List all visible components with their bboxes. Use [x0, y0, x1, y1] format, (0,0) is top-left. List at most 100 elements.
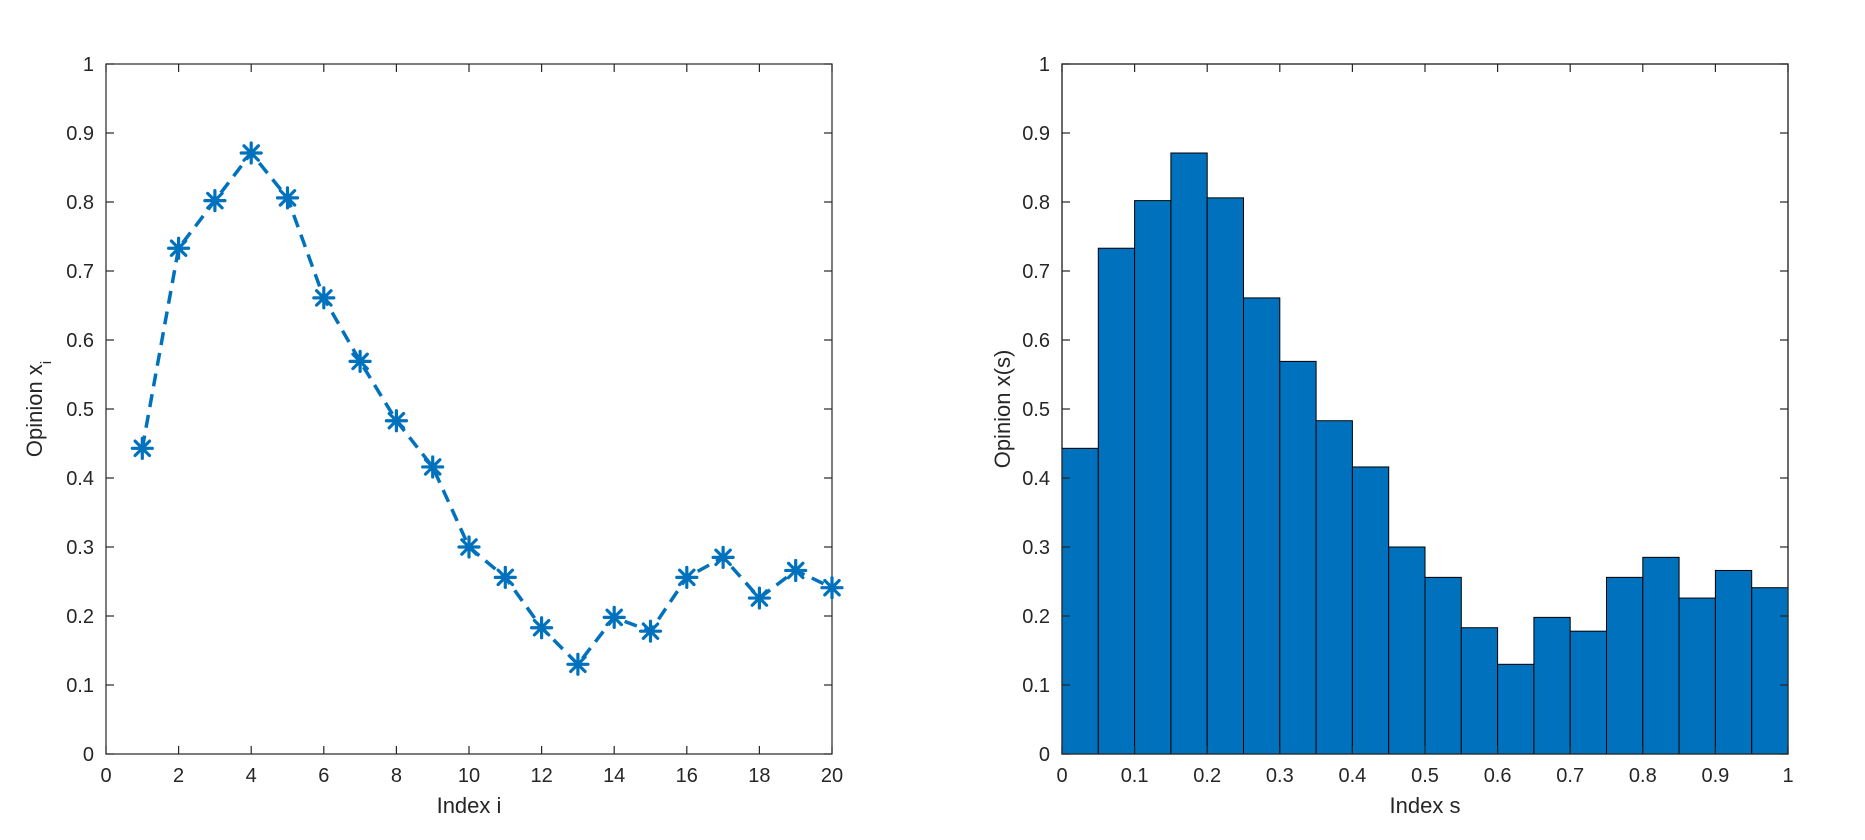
- left-data-point: [566, 652, 590, 676]
- right-bar: [1714, 569, 1753, 755]
- asterisk-marker: [820, 576, 844, 600]
- left-y-axis-label: Opinion xi: [22, 361, 55, 457]
- left-axes-box: [105, 63, 833, 755]
- right-y-tick-label: 0.3: [1022, 537, 1050, 559]
- left-data-point: [530, 616, 554, 640]
- left-y-tick-label: 1: [83, 54, 94, 76]
- right-y-tick-label: 0.8: [1022, 192, 1050, 214]
- asterisk-marker: [530, 616, 554, 640]
- left-x-tick-label: 6: [318, 765, 329, 787]
- left-x-tick-labels: 0 2 4 6 8 10 12 14 16 18 20: [100, 765, 843, 787]
- left-x-tick-label: 12: [530, 765, 552, 787]
- right-bar: [1170, 152, 1208, 755]
- right-y-tick-label: 0.1: [1022, 675, 1050, 697]
- right-x-tick-labels: 0 0.1 0.2 0.3 0.4 0.5 0.6 0.7 0.8 0.9 1: [1056, 765, 1793, 787]
- right-bar: [1606, 576, 1644, 755]
- right-x-tick-label: 0: [1056, 765, 1067, 787]
- asterisk-marker: [130, 436, 154, 460]
- asterisk-marker: [675, 565, 699, 589]
- left-y-axis-label-main: Opinion x: [22, 364, 47, 457]
- right-x-tick-label: 0.2: [1193, 765, 1221, 787]
- left-y-axis-label-subscript: i: [38, 361, 55, 364]
- left-x-tick-label: 2: [173, 765, 184, 787]
- asterisk-marker: [167, 236, 191, 260]
- left-x-tick-label: 18: [748, 765, 770, 787]
- right-bar: [1315, 420, 1353, 755]
- asterisk-marker: [312, 286, 336, 310]
- asterisk-marker: [602, 605, 626, 629]
- right-bar: [1424, 576, 1462, 755]
- right-x-tick-label: 0.4: [1338, 765, 1366, 787]
- left-data-point: [675, 565, 699, 589]
- left-data-point: [275, 186, 300, 210]
- right-y-tick-label: 0.5: [1022, 399, 1050, 421]
- left-y-tick-label: 0.3: [66, 537, 94, 559]
- left-y-tick-label: 0.1: [66, 675, 94, 697]
- left-data-point: [747, 586, 771, 610]
- left-data-point: [602, 605, 626, 629]
- right-bar: [1097, 247, 1136, 755]
- left-data-point: [130, 436, 154, 460]
- asterisk-marker: [457, 535, 481, 559]
- asterisk-marker: [747, 586, 771, 610]
- left-y-tick-label: 0.9: [66, 123, 94, 145]
- right-bar: [1497, 663, 1535, 755]
- right-bar: [1751, 587, 1789, 755]
- left-y-tick-label: 0.6: [66, 330, 94, 352]
- right-bar: [1279, 360, 1317, 755]
- left-data-point: [203, 189, 227, 213]
- left-data-point: [784, 558, 808, 583]
- right-x-tick-label: 0.5: [1411, 765, 1439, 787]
- left-x-tick-label: 10: [458, 765, 480, 787]
- left-line-chart: 0 2 4 6 8 10 12 14 16 18 20 0 0.1 0.2 0.3 0.4 0.5 0.6 0.7…: [22, 54, 844, 818]
- right-y-tick-label: 0.9: [1022, 123, 1050, 145]
- left-data-point: [820, 576, 844, 600]
- left-y-tick-label: 0.8: [66, 192, 94, 214]
- right-bar: [1206, 197, 1244, 755]
- right-x-tick-label: 0.3: [1266, 765, 1294, 787]
- left-x-axis-label: Index i: [437, 793, 502, 818]
- asterisk-marker: [203, 189, 227, 213]
- left-x-tick-label: 20: [821, 765, 843, 787]
- left-data-point: [638, 619, 663, 643]
- left-y-tick-label: 0: [83, 744, 94, 766]
- right-bar: [1351, 466, 1390, 755]
- left-data-point: [312, 286, 336, 310]
- asterisk-marker: [239, 141, 263, 165]
- left-y-tick-labels: 0 0.1 0.2 0.3 0.4 0.5 0.6 0.7 0.8 0.9 1: [66, 54, 94, 766]
- left-data-point: [348, 349, 372, 373]
- right-x-axis-label: Index s: [1390, 793, 1461, 818]
- asterisk-marker: [784, 558, 808, 583]
- right-y-tick-labels: 0 0.1 0.2 0.3 0.4 0.5 0.6 0.7 0.8 0.9 1: [1022, 54, 1050, 766]
- right-y-tick-label: 0.6: [1022, 330, 1050, 352]
- right-bar: [1533, 616, 1571, 755]
- left-data-point: [421, 455, 445, 479]
- asterisk-marker: [348, 349, 372, 373]
- left-series-line: [140, 150, 833, 667]
- right-bar: [1134, 200, 1172, 755]
- right-x-tick-label: 0.1: [1121, 765, 1149, 787]
- right-bar: [1388, 546, 1426, 755]
- left-x-tick-label: 14: [603, 765, 625, 787]
- right-y-tick-label: 1: [1039, 54, 1050, 76]
- left-data-point: [457, 535, 481, 559]
- right-x-tick-label: 0.6: [1484, 765, 1512, 787]
- left-data-point: [384, 409, 408, 433]
- asterisk-marker: [711, 545, 735, 569]
- left-data-point: [711, 545, 735, 569]
- left-data-point: [239, 141, 263, 165]
- right-bar: [1061, 447, 1099, 755]
- left-x-tick-label: 16: [676, 765, 698, 787]
- right-bar: [1678, 597, 1716, 755]
- left-y-tick-label: 0.2: [66, 606, 94, 628]
- left-x-tick-label: 4: [246, 765, 257, 787]
- right-bar: [1569, 630, 1607, 755]
- right-y-tick-label: 0.7: [1022, 261, 1050, 283]
- asterisk-marker: [566, 652, 590, 676]
- left-x-tick-label: 0: [100, 765, 111, 787]
- right-x-tick-label: 0.9: [1701, 765, 1729, 787]
- right-bar: [1243, 297, 1281, 755]
- right-y-tick-label: 0: [1039, 744, 1050, 766]
- asterisk-marker: [493, 565, 517, 589]
